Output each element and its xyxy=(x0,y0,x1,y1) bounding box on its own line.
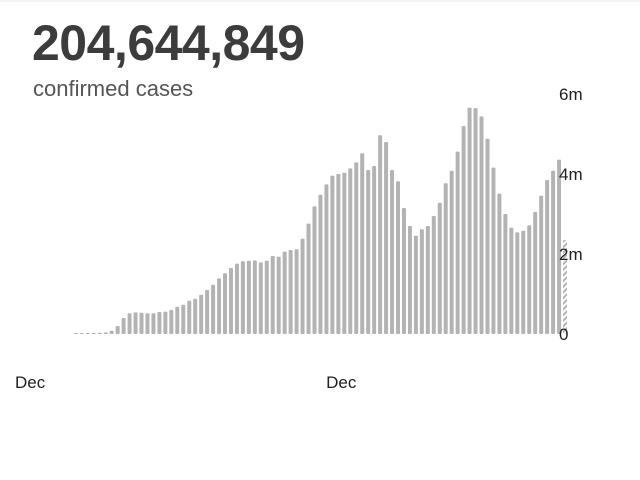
bar xyxy=(288,250,293,334)
bar xyxy=(437,202,442,334)
bar xyxy=(282,251,287,334)
bar xyxy=(79,333,84,334)
bar xyxy=(85,333,90,334)
bar xyxy=(199,294,204,334)
x-tick-label: Dec xyxy=(326,373,357,392)
y-tick-label: 0 xyxy=(559,325,568,344)
bar xyxy=(533,212,538,334)
bar xyxy=(193,298,198,334)
bar xyxy=(425,226,430,334)
bar xyxy=(354,162,359,334)
x-tick-label: Dec xyxy=(15,373,46,392)
bar xyxy=(491,167,496,334)
bar xyxy=(348,168,353,334)
bar-partial xyxy=(563,240,568,334)
bar xyxy=(318,194,323,334)
bar xyxy=(527,225,532,334)
bar xyxy=(539,195,544,334)
bar xyxy=(181,304,186,334)
bar xyxy=(545,180,550,334)
bar xyxy=(551,170,556,334)
bar xyxy=(455,151,460,334)
bar xyxy=(467,107,472,334)
bar xyxy=(407,226,412,334)
bar xyxy=(187,300,192,334)
bar xyxy=(246,260,251,334)
bar xyxy=(115,326,120,334)
bar xyxy=(258,262,263,334)
bar xyxy=(401,208,406,334)
bar xyxy=(479,116,484,335)
bar xyxy=(419,229,424,334)
bar xyxy=(217,278,222,334)
bar xyxy=(390,170,395,334)
total-cases-count: 204,644,849 xyxy=(32,15,305,71)
bar xyxy=(270,256,275,334)
bar xyxy=(366,170,371,334)
bar xyxy=(145,313,150,334)
y-tick-label: 2m xyxy=(559,245,583,264)
bar xyxy=(234,263,239,334)
bar xyxy=(330,175,335,334)
bar xyxy=(169,310,174,334)
bar xyxy=(443,183,448,334)
bar xyxy=(360,153,365,334)
bar xyxy=(312,206,317,334)
bar xyxy=(294,249,299,334)
bar xyxy=(97,332,102,334)
y-axis-ticks: 0 2m 4m 6m xyxy=(559,85,583,344)
top-divider xyxy=(0,0,640,2)
bar xyxy=(515,232,520,334)
bar xyxy=(485,138,490,334)
bar xyxy=(521,230,526,334)
bar xyxy=(133,312,138,334)
bar xyxy=(264,260,269,334)
bar xyxy=(276,256,281,334)
bar xyxy=(557,159,562,334)
bar xyxy=(413,235,418,334)
bar xyxy=(103,332,108,334)
bar xyxy=(205,290,210,334)
bar xyxy=(384,142,389,334)
total-cases-caption: confirmed cases xyxy=(33,76,194,101)
bar xyxy=(121,318,126,334)
bar xyxy=(175,306,180,334)
bar xyxy=(372,166,377,334)
bar xyxy=(109,330,114,334)
bar xyxy=(228,268,233,334)
bar xyxy=(336,174,341,334)
bar xyxy=(378,135,383,334)
bar xyxy=(300,238,305,334)
y-tick-label: 4m xyxy=(559,165,583,184)
bar xyxy=(449,170,454,334)
bar xyxy=(509,227,514,334)
bar xyxy=(73,333,78,334)
y-tick-label: 6m xyxy=(559,85,583,104)
bar xyxy=(306,223,311,334)
bar xyxy=(139,312,144,334)
bar xyxy=(473,108,478,334)
bar xyxy=(157,312,162,334)
bar xyxy=(91,333,96,334)
bar xyxy=(252,260,257,334)
bar xyxy=(396,181,400,334)
bar xyxy=(461,126,466,334)
bar xyxy=(342,172,347,334)
bars-group xyxy=(73,107,568,335)
bar xyxy=(127,313,132,334)
bar xyxy=(431,216,436,334)
bar xyxy=(151,313,156,334)
bar xyxy=(223,273,228,334)
bar xyxy=(497,193,502,334)
bar xyxy=(211,284,216,334)
bar xyxy=(163,311,168,334)
bar xyxy=(240,261,245,334)
bar xyxy=(324,184,329,334)
bar xyxy=(503,214,508,334)
x-axis-ticks: Dec Dec xyxy=(15,373,357,392)
